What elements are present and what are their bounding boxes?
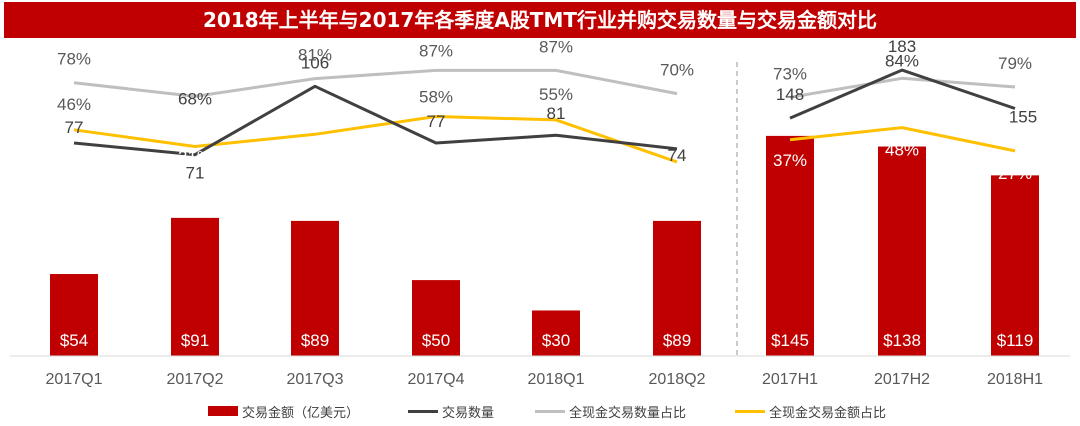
count-label-2017Q4: 77	[427, 112, 446, 131]
x-tick-2017Q3: 2017Q3	[287, 371, 344, 388]
legend-swatch-cash-amount	[735, 409, 765, 413]
line-series-1-group-1	[789, 68, 1016, 120]
bar-2017Q2	[171, 217, 219, 356]
count-label-2018Q2: 74	[668, 146, 687, 165]
count-label-2017Q1: 77	[65, 118, 84, 137]
bar-label-2017Q1: $54	[60, 331, 88, 350]
chart-title: 2018年上半年与2017年各季度A股TMT行业并购交易数量与交易金额对比	[4, 2, 1076, 38]
bar-label-2018H1: $119	[997, 331, 1034, 350]
legend-item-cash-amount: 全现金交易金额占比	[735, 399, 886, 423]
cash-count-label-2018H1: 79%	[998, 54, 1032, 73]
legend-label-amount: 交易金额（亿美元）	[242, 405, 360, 421]
bar-label-2018Q1: $30	[542, 331, 570, 350]
cash-count-label-2017H2: 84%	[885, 51, 919, 70]
bar-label-2017H1: $145	[771, 331, 809, 350]
line-series-3-group-1	[789, 126, 1016, 153]
x-axis: 2017Q1 2017Q2 2017Q3 2017Q4 2018Q1 2018Q2 2017…	[10, 62, 1070, 388]
bar-label-2017H2: $138	[883, 331, 921, 350]
labels-group: $54 $91 $89 $50 $30 $89 $145 $138 $119 77 71 106 77 8…	[57, 37, 1037, 350]
cash-count-label-2017H1: 73%	[773, 64, 807, 83]
cash-count-label-2018Q2: 70%	[660, 61, 694, 80]
line-series-2-group-0	[73, 68, 678, 98]
chart-canvas: $54 $91 $89 $50 $30 $89 $145 $138 $119 77 71 106 77 8…	[10, 37, 1070, 388]
cash-amount-label-2018H1: 27%	[998, 164, 1032, 183]
cash-amount-label-2017Q3: 42%	[298, 141, 332, 160]
bar-2017H1	[766, 135, 814, 356]
count-label-2017H1: 148	[776, 85, 804, 104]
line-series-2-group-1	[789, 76, 1016, 99]
cash-amount-label-2017Q1: 46%	[57, 95, 91, 114]
bar-label-2017Q2: $91	[181, 331, 209, 350]
x-tick-2017H2: 2017H2	[874, 371, 930, 388]
lines-group	[73, 68, 1016, 164]
x-tick-2018H1: 2018H1	[987, 371, 1043, 388]
cash-amount-label-2017Q4: 58%	[419, 88, 453, 107]
count-label-2017Q3: 106	[301, 53, 329, 72]
count-label-2017H2: 183	[888, 37, 916, 56]
x-tick-2017Q2: 2017Q2	[167, 371, 224, 388]
cash-amount-label-2018Q2: 17%	[660, 167, 694, 186]
cash-count-label-2017Q3: 81%	[298, 46, 332, 65]
bars-group	[50, 135, 1039, 356]
bar-2017Q1	[50, 274, 98, 356]
legend-swatch-amount	[208, 406, 238, 416]
x-tick-2018Q2: 2018Q2	[649, 371, 706, 388]
legend-item-count: 交易数量	[408, 399, 494, 423]
legend-swatch-cash-count	[535, 409, 565, 413]
legend: 交易金额（亿美元） 交易数量 全现金交易数量占比 全现金交易金额占比	[0, 399, 1080, 423]
legend-label-cash-count: 全现金交易数量占比	[569, 405, 687, 421]
cash-amount-label-2017H2: 48%	[885, 141, 919, 160]
cash-count-label-2018Q1: 87%	[539, 37, 573, 56]
x-tick-2017Q4: 2017Q4	[408, 371, 465, 388]
x-tick-2018Q1: 2018Q1	[528, 371, 585, 388]
cash-amount-label-2018Q1: 55%	[539, 85, 573, 104]
bar-2018Q1	[532, 310, 580, 356]
bar-label-2017Q4: $50	[422, 331, 450, 350]
bar-2017Q3	[291, 220, 339, 356]
bar-2017H2	[878, 146, 926, 356]
line-series-1-group-0	[73, 84, 678, 157]
legend-label-cash-amount: 全现金交易金额占比	[769, 405, 887, 421]
legend-item-cash-count: 全现金交易数量占比	[535, 399, 686, 423]
bar-2018H1	[991, 175, 1039, 356]
cash-count-label-2017Q1: 78%	[57, 50, 91, 69]
cash-amount-label-2017H1: 37%	[773, 151, 807, 170]
bar-2018Q2	[653, 220, 701, 356]
x-tick-2017H1: 2017H1	[762, 371, 818, 388]
cash-amount-label-2017Q2: 31%	[178, 147, 212, 166]
count-label-2017Q2: 71	[186, 164, 205, 183]
bar-label-2018Q2: $89	[663, 331, 691, 350]
count-label-2018H1: 155	[1009, 107, 1037, 126]
bar-2017Q4	[412, 280, 460, 356]
legend-swatch-count	[408, 409, 438, 413]
bar-label-2017Q3: $89	[301, 331, 329, 350]
x-tick-2017Q1: 2017Q1	[46, 371, 103, 388]
cash-count-label-2017Q4: 87%	[419, 41, 453, 60]
count-label-2018Q1: 81	[547, 104, 566, 123]
line-series-3-group-0	[73, 115, 678, 164]
cash-count-label-2017Q2: 68%	[178, 89, 212, 108]
legend-label-count: 交易数量	[442, 405, 495, 421]
legend-item-amount: 交易金额（亿美元）	[208, 399, 359, 423]
